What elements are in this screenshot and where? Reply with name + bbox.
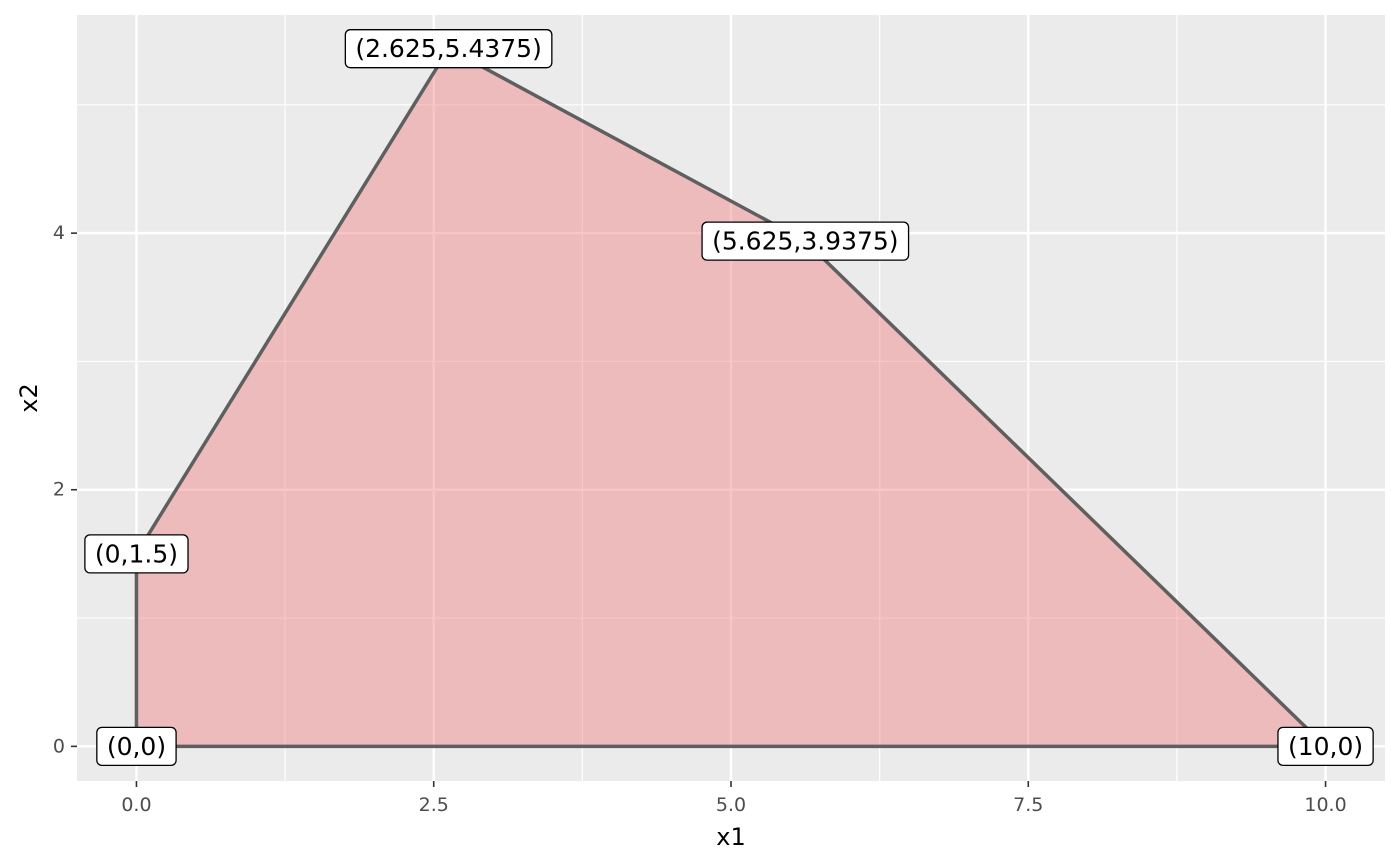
feasible-region-polygon: [136, 48, 1326, 747]
vertex-label-box: [701, 221, 910, 261]
vertex-label-box: [84, 534, 189, 574]
x-axis: 0.0 2.5 5.0 7.5 10.0: [121, 781, 1347, 816]
y-tick-label: 4: [53, 222, 65, 244]
vertex-label-text: (5.625,3.9375): [712, 227, 899, 256]
vertex-label-text: (2.625,5.4375): [355, 34, 542, 63]
vertex-label: (0,1.5): [84, 534, 189, 574]
vertex-label-box: [96, 726, 177, 767]
x-axis-title: x1: [716, 823, 745, 851]
y-axis-title: x2: [15, 383, 43, 412]
vertex-label: (5.625,3.9375): [701, 221, 910, 261]
vertex-label-text: (0,1.5): [95, 539, 178, 568]
vertex-label-box: [344, 29, 553, 69]
feasible-region-outline: [134, 46, 1328, 749]
vertex-label: (0,0): [96, 726, 177, 767]
x-tick-label: 2.5: [419, 794, 449, 816]
vertex-labels: (0,0) (0,1.5) (2.625,5.4375) (5.625,3.9375)…: [84, 29, 1374, 767]
x-tick-label: 5.0: [716, 794, 746, 816]
vertex-label-box: [1277, 726, 1374, 767]
x-tick-label: 7.5: [1013, 794, 1043, 816]
y-axis: 0 2 4: [53, 222, 77, 757]
y-tick-label: 0: [53, 735, 65, 757]
vertex-label-text: (0,0): [107, 732, 166, 761]
vertex-label: (2.625,5.4375): [344, 29, 553, 69]
x-tick-label: 0.0: [121, 794, 151, 816]
y-tick-label: 2: [53, 479, 65, 501]
vertex-label: (10,0): [1277, 726, 1374, 767]
x-tick-label: 10.0: [1304, 794, 1346, 816]
vertex-label-text: (10,0): [1288, 732, 1363, 761]
